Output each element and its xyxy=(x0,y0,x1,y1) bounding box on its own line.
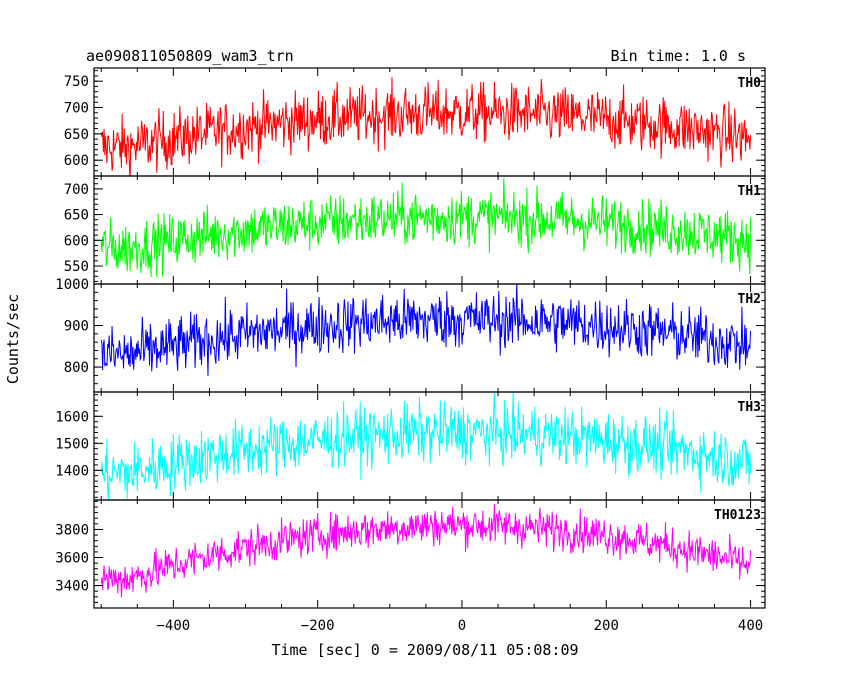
panel-label-th1: TH1 xyxy=(738,184,762,199)
y-tick-label: 550 xyxy=(64,259,89,275)
y-tick-label: 750 xyxy=(64,74,89,90)
panel-th2: 800 900 1000 TH2 xyxy=(55,277,766,393)
bin-time-label: Bin time: 1.0 s xyxy=(611,47,746,65)
panels-group: 600 650 700 750 TH0 550 600 650 700 TH1 800 900 1000… xyxy=(55,67,766,609)
panel-th3: 1400 1500 1600 TH3 xyxy=(55,391,766,501)
y-tick-label: 1600 xyxy=(55,409,89,425)
x-axis-title: Time [sec] 0 = 2009/08/11 05:08:09 xyxy=(271,641,578,659)
y-tick-label: 3400 xyxy=(55,579,89,595)
y-tick-label: 700 xyxy=(64,101,89,117)
y-tick-label: 1500 xyxy=(55,436,89,452)
panel-label-th3: TH3 xyxy=(738,400,761,415)
panel-label-th2: TH2 xyxy=(738,292,761,307)
series-line-th0123 xyxy=(100,503,752,598)
y-tick-label: 700 xyxy=(64,182,89,198)
chart-title: ae090811050809_wam3_trn xyxy=(86,47,294,65)
series-line-th2 xyxy=(100,284,752,377)
panel-label-th0123: TH0123 xyxy=(714,508,761,523)
x-tick-label: 400 xyxy=(738,618,763,634)
series-line-th1 xyxy=(100,177,752,278)
panel-frame xyxy=(93,175,766,285)
x-axis: −400 −200 0 200 400 xyxy=(157,618,764,634)
y-axis-title: Counts/sec xyxy=(4,294,22,384)
x-tick-label: −400 xyxy=(157,618,191,634)
x-tick-label: 200 xyxy=(594,618,619,634)
x-tick-label: 0 xyxy=(458,618,466,634)
panel-th0: 600 650 700 750 TH0 xyxy=(64,67,766,177)
y-tick-label: 3800 xyxy=(55,522,89,538)
panel-th1: 550 600 650 700 TH1 xyxy=(64,175,766,285)
panel-label-th0: TH0 xyxy=(738,76,762,91)
y-tick-label: 1400 xyxy=(55,463,89,479)
panel-th0123: 3400 3600 3800 TH0123 xyxy=(55,499,766,609)
panel-frame xyxy=(93,499,766,609)
y-tick-label: 650 xyxy=(64,127,89,143)
series-line-th0 xyxy=(100,76,752,176)
y-tick-label: 800 xyxy=(64,360,89,376)
y-tick-label: 600 xyxy=(64,233,89,249)
series-line-th3 xyxy=(100,392,752,500)
x-tick-label: −200 xyxy=(301,618,335,634)
y-tick-label: 3600 xyxy=(55,551,89,567)
y-tick-label: 1000 xyxy=(55,277,89,293)
y-tick-label: 600 xyxy=(64,153,89,169)
y-tick-label: 900 xyxy=(64,319,89,335)
y-tick-label: 650 xyxy=(64,208,89,224)
